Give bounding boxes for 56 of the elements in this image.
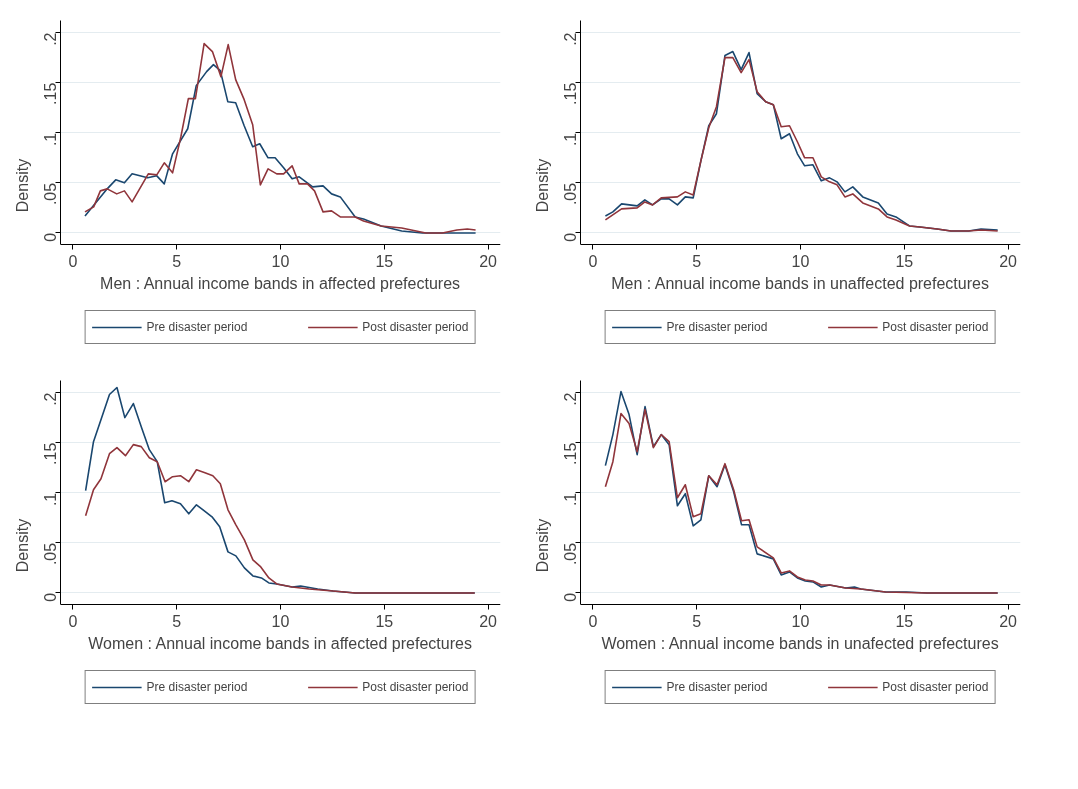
legend-label: Pre disaster period — [146, 320, 248, 334]
y-axis-title: Density — [533, 518, 551, 573]
y-tick-label: .1 — [562, 132, 580, 147]
y-tick-label: 0 — [562, 592, 580, 602]
legend-label: Post disaster period — [882, 320, 989, 334]
x-axis-title: Men : Annual income bands in unaffected prefectures — [611, 274, 989, 292]
x-tick-label: 15 — [895, 612, 914, 630]
legend-label: Pre disaster period — [666, 680, 768, 694]
x-tick-label: 5 — [172, 612, 182, 630]
y-axis-title: Density — [533, 158, 551, 213]
y-tick-label: .15 — [42, 82, 60, 105]
x-tick-label: 15 — [375, 252, 394, 270]
y-tick-label: .1 — [42, 132, 60, 147]
x-tick-label: 20 — [479, 612, 498, 630]
y-tick-label: .2 — [42, 392, 60, 406]
y-tick-label: .2 — [42, 32, 60, 46]
x-tick-label: 5 — [692, 252, 702, 270]
y-tick-label: .05 — [42, 182, 60, 206]
x-tick-label: 20 — [999, 252, 1018, 270]
y-tick-label: .05 — [42, 542, 60, 566]
x-tick-label: 15 — [895, 252, 914, 270]
y-tick-label: .15 — [42, 442, 60, 465]
x-axis-title: Women : Annual income bands in affected prefectures — [88, 634, 472, 652]
legend-label: Pre disaster period — [146, 680, 248, 694]
y-tick-label: .15 — [562, 442, 580, 465]
x-tick-label: 0 — [68, 612, 78, 630]
x-tick-label: 5 — [172, 252, 182, 270]
x-tick-label: 10 — [271, 612, 290, 630]
y-axis-title: Density — [13, 158, 31, 213]
legend-label: Pre disaster period — [666, 320, 768, 334]
y-tick-label: .1 — [562, 492, 580, 507]
y-axis-title: Density — [13, 518, 31, 573]
y-tick-label: .2 — [562, 392, 580, 406]
x-tick-label: 10 — [791, 612, 810, 630]
legend-label: Post disaster period — [362, 320, 469, 334]
y-tick-label: .1 — [42, 492, 60, 507]
x-tick-label: 0 — [588, 612, 598, 630]
legend-label: Post disaster period — [362, 680, 469, 694]
x-tick-label: 0 — [588, 252, 598, 270]
x-tick-label: 10 — [791, 252, 810, 270]
x-axis-title: Men : Annual income bands in affected prefectures — [100, 274, 461, 292]
x-tick-label: 20 — [479, 252, 498, 270]
y-tick-label: .05 — [562, 542, 580, 566]
y-tick-label: 0 — [562, 232, 580, 242]
y-tick-label: .15 — [562, 82, 580, 105]
x-tick-label: 5 — [692, 612, 702, 630]
x-axis-title: Women : Annual income bands in unafected prefectures — [601, 634, 999, 652]
y-tick-label: 0 — [42, 592, 60, 602]
y-tick-label: .2 — [562, 32, 580, 46]
y-tick-label: .05 — [562, 182, 580, 206]
y-tick-label: 0 — [42, 232, 60, 242]
x-tick-label: 15 — [375, 612, 394, 630]
x-tick-label: 10 — [271, 252, 290, 270]
x-tick-label: 0 — [68, 252, 78, 270]
legend-label: Post disaster period — [882, 680, 989, 694]
x-tick-label: 20 — [999, 612, 1018, 630]
